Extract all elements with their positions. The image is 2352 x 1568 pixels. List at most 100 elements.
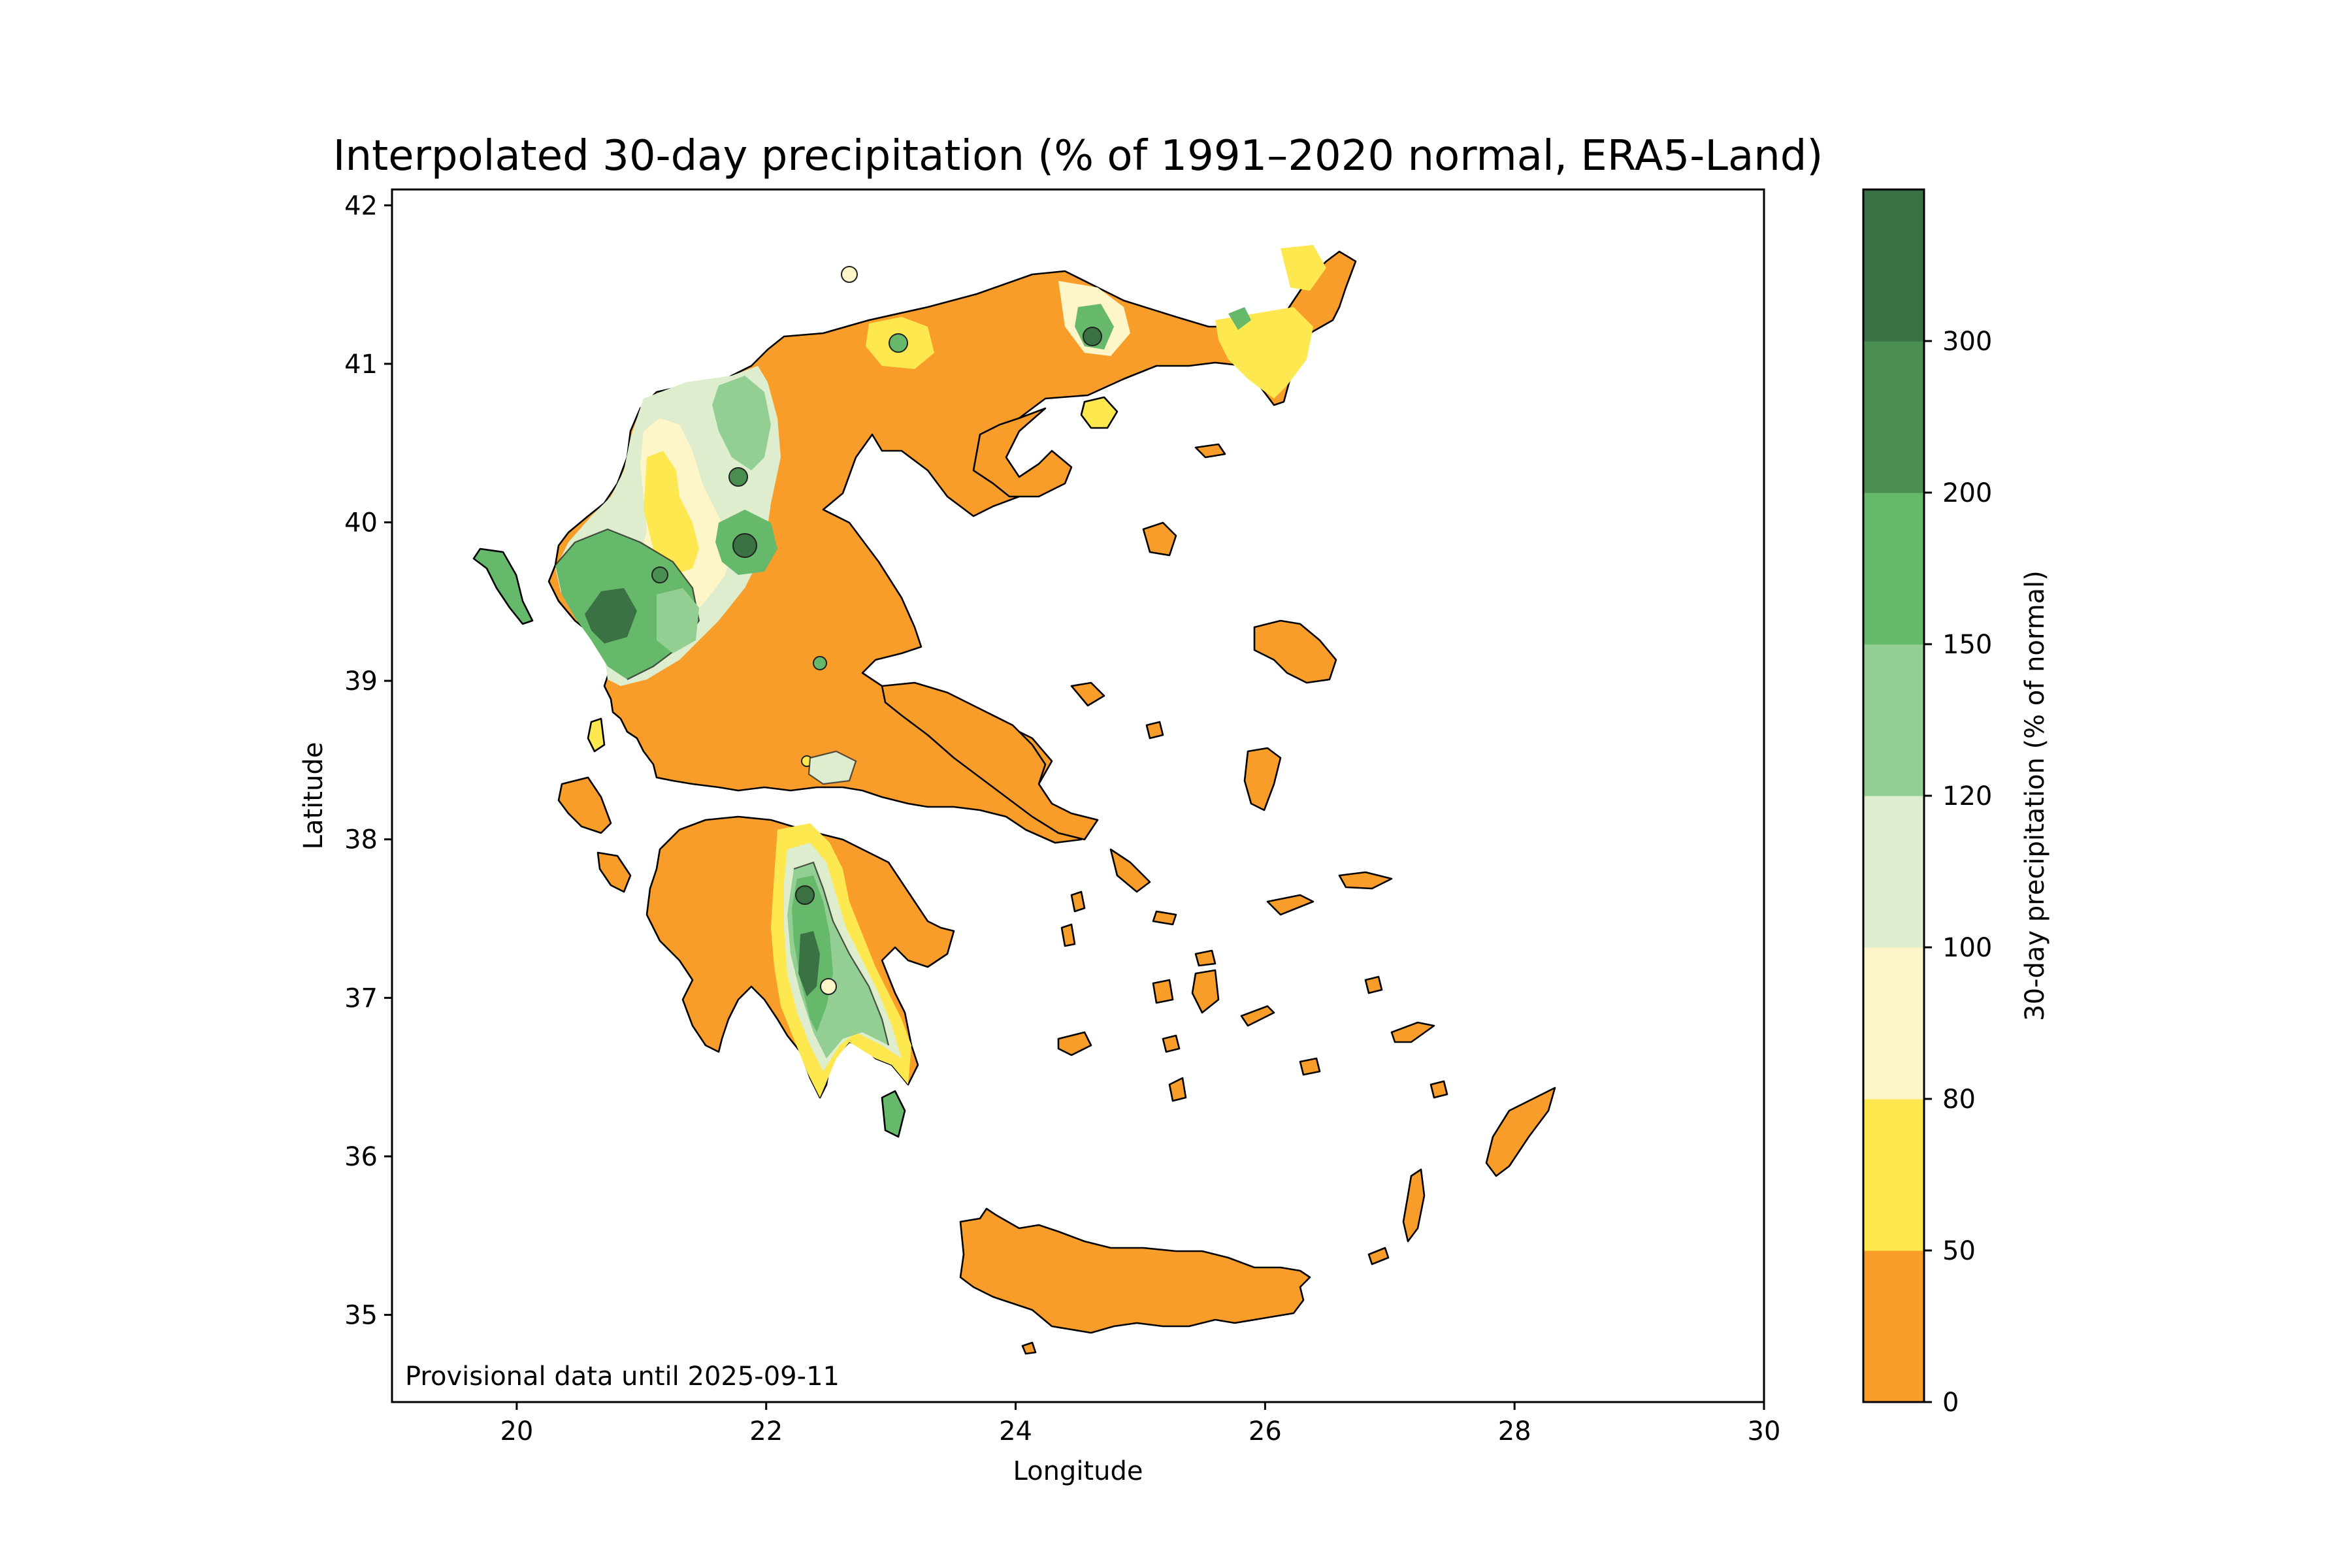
x-tick-label: 28 xyxy=(1498,1416,1531,1446)
region-gavdos xyxy=(1021,1341,1037,1355)
map-land xyxy=(472,245,1556,1355)
region-kos xyxy=(1390,1021,1435,1043)
contour-peak xyxy=(1083,327,1102,346)
contour-peak xyxy=(732,533,757,558)
region-kalymnos xyxy=(1364,975,1383,994)
zone-taygetos-dark xyxy=(798,931,820,996)
colorbar-band xyxy=(1863,644,1924,796)
isoline xyxy=(793,861,890,1046)
y-tick-label: 35 xyxy=(344,1301,378,1331)
colorbar-bands xyxy=(1863,189,1924,1403)
y-tick-label: 37 xyxy=(344,983,378,1013)
contour-peak xyxy=(820,978,837,995)
colorbar-band xyxy=(1863,341,1924,493)
colorbar-tick-label: 200 xyxy=(1942,478,1992,508)
zone-epirus-dark xyxy=(585,588,637,644)
region-ios xyxy=(1162,1034,1181,1053)
x-tick-label: 30 xyxy=(1748,1416,1781,1446)
colorbar-tick-label: 300 xyxy=(1942,327,1992,357)
y-tick-label: 40 xyxy=(344,508,378,538)
colorbar-tick-label: 0 xyxy=(1942,1388,1959,1418)
colorbar-band xyxy=(1863,1250,1924,1403)
y-tick-label: 36 xyxy=(344,1142,378,1172)
x-tick-label: 22 xyxy=(749,1416,783,1446)
y-axis-ticks: 35 36 37 38 39 40 41 42 xyxy=(344,191,392,1331)
zone-epirus-yellow xyxy=(644,451,699,575)
contour-peak xyxy=(795,885,815,905)
x-tick-label: 26 xyxy=(1249,1416,1282,1446)
colorbar: 0 50 80 100 120 150 200 300 30-day precipitatio… xyxy=(1862,188,2050,1418)
colorbar-tick-label: 50 xyxy=(1942,1236,1976,1266)
colorbar-band xyxy=(1863,493,1924,645)
provisional-note: Provisional data until 2025-09-11 xyxy=(405,1362,840,1392)
y-tick-label: 42 xyxy=(344,191,378,221)
colorbar-band xyxy=(1863,947,1924,1100)
colorbar-band xyxy=(1863,1099,1924,1251)
region-skyros xyxy=(1145,721,1164,740)
region-samothraki xyxy=(1194,443,1226,459)
region-thasos xyxy=(1080,396,1119,429)
region-milos xyxy=(1057,1031,1092,1056)
zone-arta-green xyxy=(657,588,699,653)
region-kasos xyxy=(1367,1247,1390,1266)
region-lefkada xyxy=(587,717,606,753)
region-tinos xyxy=(1152,910,1177,926)
x-axis-ticks: 20 22 24 26 28 30 xyxy=(500,1402,1780,1446)
y-tick-label: 41 xyxy=(344,350,378,380)
x-axis-label: Longitude xyxy=(1013,1456,1143,1486)
y-tick-label: 39 xyxy=(344,666,378,696)
region-amorgos xyxy=(1240,1005,1275,1027)
zone-parnassos-pale xyxy=(809,751,856,784)
y-axis-label: Latitude xyxy=(299,742,329,850)
region-kythnos xyxy=(1060,923,1076,947)
colorbar-label: 30-day precipitation (% of normal) xyxy=(2020,570,2050,1021)
region-kythira xyxy=(881,1090,906,1138)
contour-peak xyxy=(728,467,748,487)
region-khalkidiki xyxy=(972,407,1073,498)
isoline xyxy=(555,528,700,680)
x-tick-label: 24 xyxy=(999,1416,1032,1446)
x-tick-label: 20 xyxy=(500,1416,533,1446)
region-naxos xyxy=(1191,969,1220,1014)
colorbar-band xyxy=(1863,189,1924,342)
region-lesvos xyxy=(1253,619,1337,684)
region-chios xyxy=(1243,747,1282,811)
region-astypalaia xyxy=(1299,1057,1321,1076)
colorbar-tick-label: 120 xyxy=(1942,781,1992,811)
colorbar-tick-label: 80 xyxy=(1942,1085,1976,1115)
region-rhodes xyxy=(1485,1086,1556,1177)
colorbar-tick-label: 100 xyxy=(1942,933,1992,963)
plot-frame xyxy=(391,188,1765,1403)
chart-title: Interpolated 30-day precipitation (% of … xyxy=(333,132,1823,180)
region-kefalonia xyxy=(557,776,612,834)
map-axes: 20 22 24 26 28 30 35 36 37 38 39 40 41 42 Provisiona… xyxy=(344,188,1780,1446)
region-tilos xyxy=(1429,1080,1448,1099)
colorbar-band xyxy=(1863,796,1924,948)
region-samos xyxy=(1338,871,1393,890)
region-kea xyxy=(1070,890,1086,913)
isoline xyxy=(808,750,857,785)
region-corfu xyxy=(472,547,534,625)
region-santorini xyxy=(1168,1077,1187,1102)
region-andros xyxy=(1109,848,1151,893)
zone-evros-green xyxy=(1228,307,1251,330)
region-euboea xyxy=(881,681,1099,841)
colorbar-tick-label: 150 xyxy=(1942,630,1992,660)
contour-peak xyxy=(889,333,908,353)
colorbar-ticks: 0 50 80 100 120 150 200 300 xyxy=(1924,327,1992,1418)
region-ikaria xyxy=(1266,894,1315,916)
y-tick-label: 38 xyxy=(344,825,378,855)
contour-peak xyxy=(813,656,827,670)
region-paros xyxy=(1152,979,1174,1004)
zone-evros-yellow xyxy=(1215,307,1313,399)
zone-pindus-green xyxy=(712,376,771,470)
zone-evros-north xyxy=(1281,245,1326,291)
region-zakynthos xyxy=(596,851,632,893)
region-lemnos xyxy=(1142,521,1177,557)
region-skiathos xyxy=(1070,681,1105,707)
region-mykonos xyxy=(1194,949,1217,967)
contour-peak xyxy=(841,266,858,283)
region-karpathos xyxy=(1402,1168,1426,1243)
region-crete xyxy=(959,1207,1311,1334)
